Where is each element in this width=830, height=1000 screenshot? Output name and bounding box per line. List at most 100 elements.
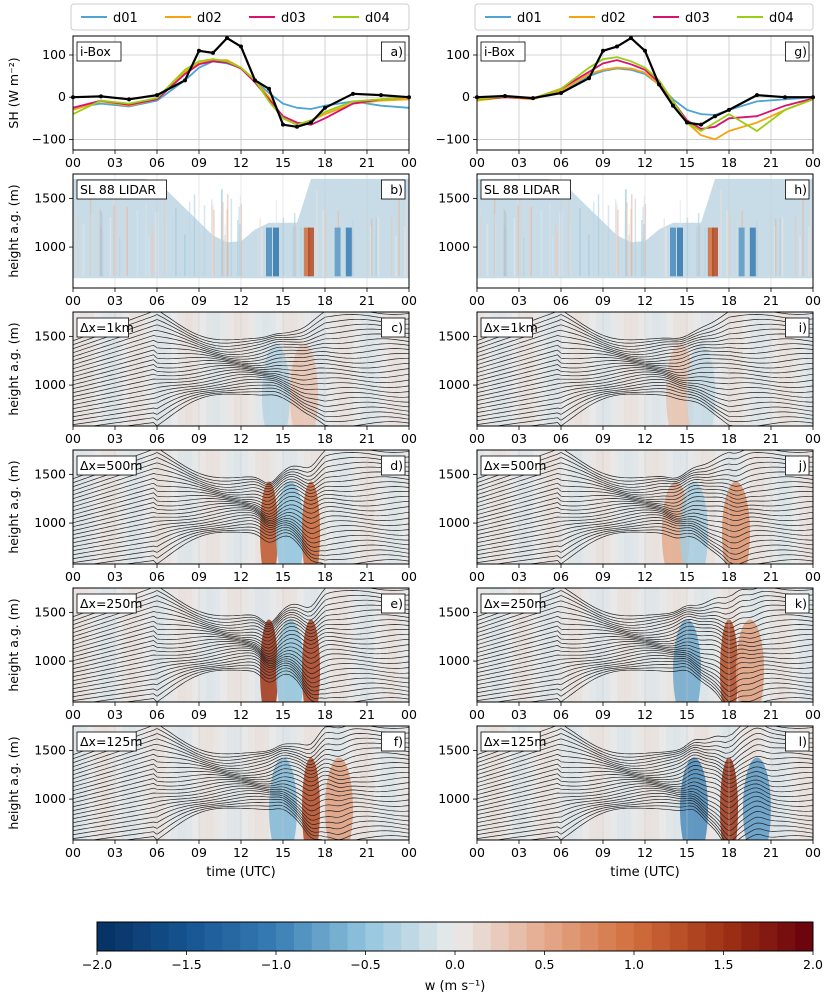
w-band: [645, 726, 653, 840]
w-band: [498, 312, 506, 426]
panel-h: 1000 1500 SL 88 LIDAR h) 00 03 06 09 12 15 18 21 00: [438, 173, 821, 308]
panel-title-box: [76, 455, 137, 476]
lidar-stripe: [513, 217, 516, 277]
w-band: [234, 588, 242, 702]
colorbar-segment: [114, 922, 134, 951]
lidar-stripe: [755, 220, 758, 277]
panel-title: Δx=500m: [484, 458, 546, 473]
w-band: [367, 726, 375, 840]
x-tick-label: 15: [679, 293, 695, 308]
lidar-stripe: [109, 217, 112, 277]
lidar-stripe: [370, 218, 373, 277]
lidar-stripe: [597, 194, 600, 277]
xlabel-left: time (UTC): [206, 865, 275, 880]
w-band: [631, 312, 639, 426]
w-band: [526, 726, 534, 840]
panel-title: Δx=1km: [484, 320, 538, 335]
w-band: [708, 588, 716, 702]
w-band: [477, 726, 485, 840]
y-tick-label: 1000: [34, 239, 66, 254]
w-band: [220, 312, 228, 426]
lidar-stripe: [774, 218, 777, 277]
w-band: [568, 450, 576, 564]
x-tick-label: 00: [469, 155, 485, 170]
panel-label-box: [380, 731, 406, 752]
panel-label-box: [785, 731, 810, 752]
x-tick-label: 21: [763, 707, 779, 722]
x-tick-label: 00: [469, 293, 485, 308]
x-tick-label: 06: [149, 155, 165, 170]
w-band: [220, 588, 228, 702]
x-tick-label: 12: [233, 431, 249, 446]
w-band: [339, 312, 347, 426]
w-band: [101, 450, 109, 564]
obs-point: [323, 105, 327, 110]
x-tick-label: 18: [317, 845, 333, 860]
colorbar-segment: [741, 922, 760, 951]
y-tick-label: 1500: [34, 466, 66, 481]
w-feature: [736, 619, 764, 702]
w-band: [491, 726, 499, 840]
x-tick-label: 06: [149, 707, 165, 722]
lidar-stripe: [332, 220, 335, 277]
obs-point: [503, 93, 507, 98]
lidar-stripe: [549, 203, 551, 277]
panel-g: −100 0 100 i-Box g) 00 03 06 09 12 15 18 21 00: [436, 35, 821, 170]
w-band: [764, 588, 772, 702]
x-tick-label: 00: [805, 845, 821, 860]
w-band: [206, 312, 214, 426]
w-band: [346, 312, 354, 426]
w-band: [575, 588, 583, 702]
w-band: [666, 726, 674, 840]
w-band: [750, 450, 758, 564]
lidar-feature: [749, 227, 756, 277]
w-band: [164, 588, 172, 702]
obs-point: [531, 96, 535, 101]
w-band: [582, 588, 590, 702]
lidar-feature: [303, 227, 310, 277]
w-band: [799, 312, 807, 426]
x-tick-label: 18: [317, 569, 333, 584]
w-band: [505, 726, 513, 840]
lidar-stripe: [486, 223, 489, 277]
x-tick-label: 00: [401, 293, 417, 308]
series-d04: [476, 56, 814, 132]
lidar-stripe: [294, 226, 297, 277]
lidar-stripe: [654, 236, 656, 277]
w-band: [582, 726, 590, 840]
w-band: [491, 588, 499, 702]
colorbar-segment: [544, 922, 563, 951]
x-tick-label: 09: [595, 431, 611, 446]
w-band: [547, 312, 555, 426]
series-d03: [72, 60, 410, 126]
w-band: [381, 450, 389, 564]
x-tick-label: 18: [721, 155, 737, 170]
w-band: [764, 312, 772, 426]
legend-frame: [70, 3, 410, 31]
w-band: [73, 312, 81, 426]
x-tick-label: 06: [553, 431, 569, 446]
w-band: [122, 726, 130, 840]
x-tick-label: 21: [763, 155, 779, 170]
w-band: [484, 450, 492, 564]
lidar-stripe: [479, 215, 482, 277]
series-d04: [72, 58, 410, 126]
lidar-feature: [334, 227, 341, 277]
x-tick-label: 12: [637, 845, 653, 860]
w-feature: [302, 619, 320, 702]
series-d02: [476, 66, 814, 141]
panel-title: Δx=250m: [80, 596, 142, 611]
lidar-stripe: [726, 210, 728, 277]
w-band: [659, 312, 667, 426]
obs-point: [559, 91, 563, 95]
w-band: [367, 450, 375, 564]
colorbar-segment: [723, 922, 742, 951]
x-tick-label: 15: [679, 707, 695, 722]
lidar-stripe: [184, 234, 186, 277]
x-tick-label: 15: [275, 293, 291, 308]
w-band: [554, 312, 562, 426]
panel-title-box: [480, 455, 541, 476]
w-band: [178, 726, 186, 840]
panel-a: −100 0 100 i-Box a) 00 03 06 09 12 15 18 21 00 SH (W m…: [6, 35, 417, 170]
w-band: [318, 726, 326, 840]
